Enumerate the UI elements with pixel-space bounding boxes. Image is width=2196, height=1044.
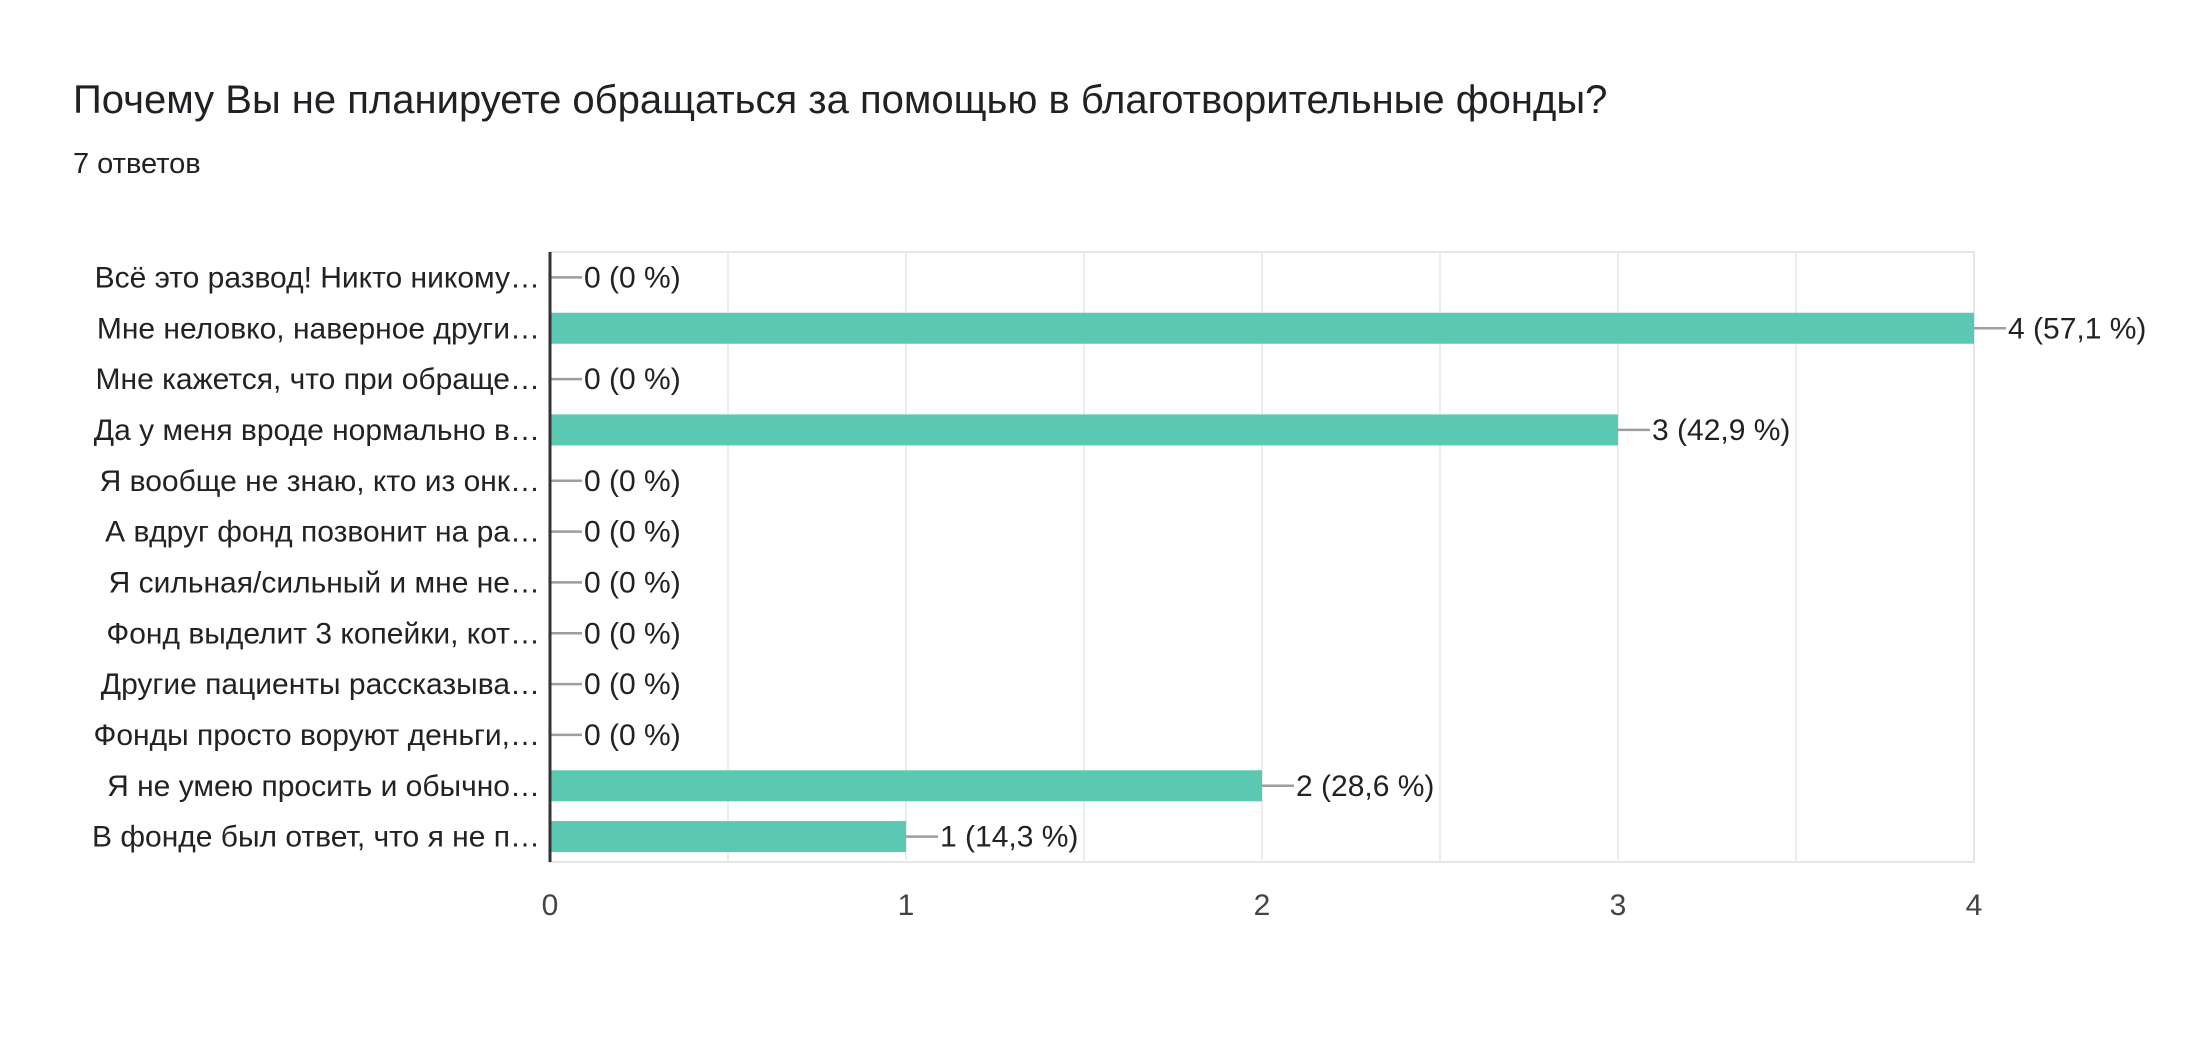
data-label: 0 (0 %) [584,363,681,396]
data-label: 1 (14,3 %) [940,821,1078,854]
x-tick-label: 1 [898,889,915,922]
data-label: 3 (42,9 %) [1652,414,1790,447]
category-label: Я не умею просить и обычно… [107,770,540,803]
x-tick-label: 2 [1254,889,1271,922]
data-label: 0 (0 %) [584,516,681,549]
category-label: Другие пациенты рассказыва… [101,668,540,701]
category-label: Мне неловко, наверное други… [97,312,540,345]
category-label: Фонд выделит 3 копейки, кот… [106,617,540,650]
bar [550,821,906,853]
data-label: 0 (0 %) [584,261,681,294]
x-tick-label: 4 [1966,889,1983,922]
x-tick-label: 0 [542,889,559,922]
data-label: 0 (0 %) [584,719,681,752]
data-label: 0 (0 %) [584,668,681,701]
data-label: 0 (0 %) [584,617,681,650]
category-label: Я вообще не знаю, кто из онк… [100,465,540,498]
category-label: В фонде был ответ, что я не п… [92,821,540,854]
chart-title: Почему Вы не планируете обращаться за по… [73,78,1608,122]
category-label: А вдруг фонд позвонит на ра… [105,516,540,549]
data-label: 2 (28,6 %) [1296,770,1434,803]
category-label: Мне кажется, что при обраще… [96,363,540,396]
response-count: 7 ответов [73,148,201,180]
category-label: Всё это развод! Никто никому… [95,261,540,294]
x-tick-label: 3 [1610,889,1627,922]
category-label: Фонды просто воруют деньги,… [94,719,540,752]
data-label: 0 (0 %) [584,566,681,599]
category-label: Да у меня вроде нормально в… [94,414,540,447]
data-label: 0 (0 %) [584,465,681,498]
category-label: Я сильная/сильный и мне не… [109,566,540,599]
bar [550,414,1618,446]
bar [550,312,1974,344]
bar [550,770,1262,802]
data-label: 4 (57,1 %) [2008,312,2146,345]
